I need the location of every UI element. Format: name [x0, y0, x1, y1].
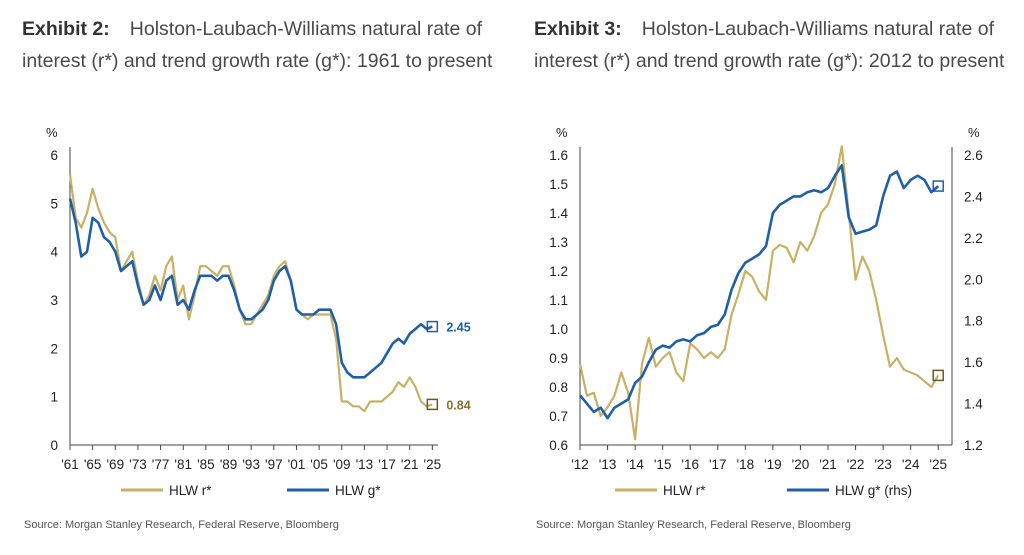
x-tick-label: '18 [737, 457, 755, 472]
x-tick-label: '69 [106, 457, 124, 472]
x-tick-label: '23 [874, 457, 892, 472]
x-tick-label: '01 [288, 457, 306, 472]
x-tick-label: '73 [129, 457, 147, 472]
end-value-label: 0.84 [446, 398, 470, 412]
exhibit-3-panel: Exhibit 3: Holston-Laubach-Williams natur… [512, 0, 1012, 555]
x-tick-label: '12 [571, 457, 589, 472]
x-tick-label: '77 [152, 457, 170, 472]
y-tick-label: 1 [50, 390, 58, 405]
y-tick-label: 4 [50, 245, 58, 260]
x-tick-label: '15 [654, 457, 672, 472]
y-tick-label: 3 [50, 293, 58, 308]
y2-tick-label: 2.6 [964, 148, 983, 163]
x-tick-label: '24 [902, 457, 920, 472]
x-tick-label: '05 [310, 457, 328, 472]
y2-tick-label: 2.0 [964, 272, 983, 287]
end-marker [932, 180, 944, 192]
x-tick-label: '89 [220, 457, 238, 472]
x-tick-label: '17 [378, 457, 396, 472]
x-tick-label: '13 [599, 457, 617, 472]
x-tick-label: '22 [847, 457, 865, 472]
x-tick-label: '25 [929, 457, 947, 472]
y2-tick-label: 1.2 [964, 438, 983, 453]
y-axis-unit: % [46, 125, 58, 140]
y-tick-label: 0.7 [549, 409, 568, 424]
y2-tick-label: 1.6 [964, 355, 983, 370]
y-tick-label: 1.5 [549, 177, 568, 192]
legend-label: HLW g* [335, 483, 381, 498]
x-tick-label: '25 [424, 457, 442, 472]
y2-tick-label: 1.4 [964, 397, 983, 412]
y-tick-label: 6 [50, 148, 58, 163]
y-tick-label: 1.6 [549, 148, 568, 163]
y2-tick-label: 2.4 [964, 189, 983, 204]
end-value-label: 2.45 [446, 321, 470, 335]
y-tick-label: 2 [50, 341, 58, 356]
y-tick-label: 0.8 [549, 380, 568, 395]
x-tick-label: '19 [764, 457, 782, 472]
legend-label: HLW r* [663, 483, 706, 498]
x-tick-label: '16 [681, 457, 699, 472]
y-tick-label: 1.2 [549, 264, 568, 279]
x-tick-label: '81 [174, 457, 192, 472]
exhibit-3-source: Source: Morgan Stanley Research, Federal… [536, 519, 851, 531]
exhibit-2-title: Exhibit 2: Holston-Laubach-Williams natur… [22, 13, 502, 77]
legend-label: HLW g* (rhs) [835, 483, 912, 498]
exhibit-2-panel: Exhibit 2: Holston-Laubach-Williams natur… [0, 0, 500, 555]
exhibit-2-source: Source: Morgan Stanley Research, Federal… [24, 519, 339, 531]
end-marker [932, 369, 944, 382]
exhibit-3-title-text: Holston-Laubach-Williams natural rate of… [534, 18, 1005, 72]
x-tick-label: '17 [709, 457, 727, 472]
exhibit-2-title-text: Holston-Laubach-Williams natural rate of… [22, 18, 493, 72]
y2-tick-label: 1.8 [964, 314, 983, 329]
exhibit-3-title: Exhibit 3: Holston-Laubach-Williams natur… [534, 13, 1014, 77]
y-tick-label: 1.3 [549, 235, 568, 250]
y2-tick-label: 2.2 [964, 231, 983, 246]
y-tick-label: 0.6 [549, 438, 568, 453]
exhibit-3-chart: % % 0.6 0.7 0.8 0.9 1.0 1.1 1.2 1.3 1.4 1.5 1.6 1.2 1.… [549, 125, 983, 498]
exhibit-3-label: Exhibit 3: [534, 18, 622, 40]
y-tick-label: 1.1 [549, 293, 568, 308]
exhibit-2-chart: % 0 1 2 3 4 5 6 '61 '65 '69 '73 '77 '81 '85 '89 '93 '97 '0… [46, 125, 471, 498]
series-line-g-star [579, 164, 940, 420]
y2-axis-unit: % [968, 125, 980, 140]
x-tick-label: '61 [61, 457, 79, 472]
y-axis-unit: % [556, 125, 568, 140]
x-tick-label: '20 [792, 457, 810, 472]
x-tick-label: '21 [819, 457, 837, 472]
x-tick-label: '13 [356, 457, 374, 472]
legend-label: HLW r* [169, 483, 212, 498]
y-tick-label: 1.4 [549, 206, 568, 221]
x-tick-label: '09 [333, 457, 351, 472]
series-line-r-star [578, 145, 940, 441]
y-tick-label: 0 [50, 438, 58, 453]
x-tick-label: '65 [84, 457, 102, 472]
y-tick-label: 0.9 [549, 351, 568, 366]
series-line-r-star [68, 174, 433, 413]
y-tick-label: 1.0 [549, 322, 568, 337]
end-marker [426, 320, 439, 333]
exhibit-2-label: Exhibit 2: [22, 18, 110, 40]
end-marker [426, 398, 439, 411]
x-tick-label: '85 [197, 457, 215, 472]
x-tick-label: '97 [265, 457, 283, 472]
x-tick-label: '93 [242, 457, 260, 472]
x-tick-label: '14 [626, 457, 644, 472]
series-line-g-star [68, 198, 433, 379]
y-tick-label: 5 [50, 196, 58, 211]
x-tick-label: '21 [401, 457, 419, 472]
